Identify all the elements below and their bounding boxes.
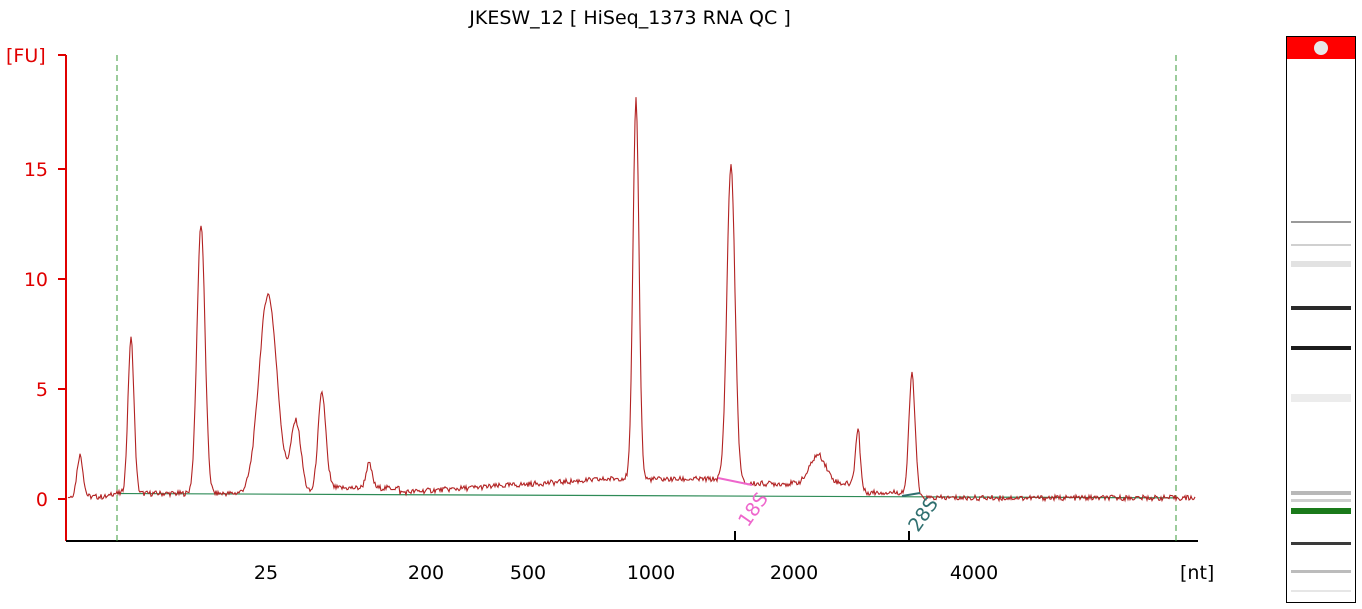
gel-band <box>1291 569 1351 573</box>
trace-line <box>67 97 1196 503</box>
gel-lane <box>1286 36 1356 603</box>
y-tick-label: 15 <box>24 159 48 181</box>
x-tick-label: 500 <box>510 562 546 584</box>
x-tick-label: 4000 <box>950 562 998 584</box>
gel-band <box>1291 394 1351 403</box>
gel-band <box>1291 243 1351 246</box>
y-tick-label: 10 <box>24 269 48 291</box>
tick-labels: 0 5 10 15 25 200 500 1000 2000 4000 <box>24 159 998 584</box>
gel-band <box>1291 260 1351 267</box>
gel-band <box>1291 589 1351 592</box>
x-tick-label: 25 <box>254 562 278 584</box>
chart-title: JKESW_12 [ HiSeq_1373 RNA QC ] <box>468 7 790 29</box>
gel-band <box>1291 346 1351 350</box>
gel-marker-dot <box>1314 41 1328 55</box>
gel-band <box>1291 306 1351 311</box>
x-axis-label: [nt] <box>1180 562 1214 584</box>
annotation-28s: 28S <box>904 494 943 536</box>
marker-18s-line <box>717 477 753 486</box>
marker-28s-line <box>901 492 921 497</box>
gel-band <box>1291 499 1351 503</box>
x-tick-label: 200 <box>408 562 444 584</box>
y-tick-label: 0 <box>36 489 48 511</box>
electropherogram-chart: JKESW_12 [ HiSeq_1373 RNA QC ] [FU] [nt]… <box>6 7 1214 584</box>
y-tick-label: 5 <box>36 379 48 401</box>
gel-band <box>1291 541 1351 545</box>
trace <box>67 97 1196 503</box>
y-axis-label: [FU] <box>6 45 46 67</box>
gel-band <box>1291 221 1351 224</box>
annotations: 18S 28S <box>717 477 943 536</box>
axes <box>58 54 1198 542</box>
gel-marker-band <box>1287 37 1355 59</box>
gel-band <box>1291 507 1351 514</box>
marker-lines <box>116 55 1177 541</box>
x-tick-label: 2000 <box>770 562 818 584</box>
x-tick-label: 1000 <box>627 562 675 584</box>
annotation-18s: 18S <box>734 489 773 531</box>
gel-band <box>1291 490 1351 495</box>
